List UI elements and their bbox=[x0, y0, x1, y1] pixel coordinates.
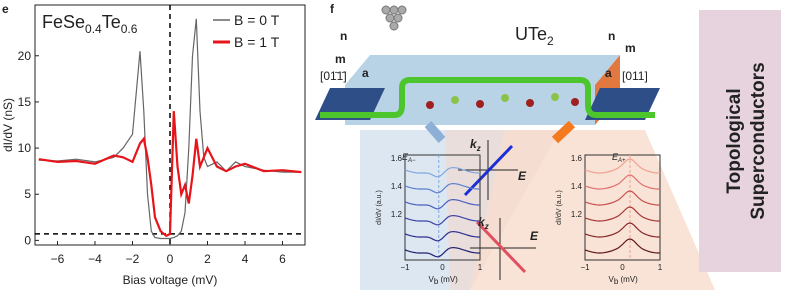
arrow bbox=[551, 120, 576, 144]
axis-a: a bbox=[605, 66, 612, 80]
title-part: 0.6 bbox=[121, 22, 138, 36]
sidebar-text: Topological Superconductors bbox=[724, 62, 769, 219]
inset-curve bbox=[404, 246, 480, 258]
inset-curve bbox=[404, 166, 480, 178]
inset-x-tick: 0 bbox=[440, 263, 445, 272]
inset-x-label-part: (mV) bbox=[438, 275, 458, 284]
series-line bbox=[38, 111, 302, 238]
panel-f: f UTe2 n m a [01̄1̄] n m a [011] EA− EA+… bbox=[315, 2, 715, 290]
inset-curve bbox=[584, 158, 660, 174]
title-part: FeSe bbox=[42, 12, 85, 32]
arrow bbox=[424, 121, 446, 143]
inset-y-tick: 1.4 bbox=[571, 182, 583, 191]
dispersion-top bbox=[458, 140, 518, 200]
stm-tip bbox=[381, 5, 407, 31]
sidebar-box bbox=[699, 10, 781, 272]
inset-x-label-part: (mV) bbox=[618, 275, 638, 284]
x-tick-label: −6 bbox=[51, 252, 65, 266]
y-tick-label: 20 bbox=[18, 49, 32, 63]
inset-x-label-part: V bbox=[429, 275, 435, 284]
inset-y-label: dI/dV (a.u.) bbox=[376, 190, 383, 225]
slab-front bbox=[345, 85, 595, 125]
y-tick-label: 15 bbox=[18, 95, 32, 109]
inset-y-tick: 1.4 bbox=[391, 182, 403, 191]
inset-frame bbox=[404, 154, 481, 261]
dispersion-bottom bbox=[470, 218, 536, 280]
inset-x-label-part: b bbox=[434, 277, 439, 286]
inset-y-tick: 1.2 bbox=[571, 210, 583, 219]
inset-y-tick: 1.6 bbox=[571, 154, 583, 163]
inset-curve bbox=[584, 238, 660, 254]
y-tick-label: 5 bbox=[24, 187, 31, 201]
y-axis-label: dI/dV (nS) bbox=[1, 98, 15, 152]
axis-a: a bbox=[362, 66, 369, 80]
inset-curve bbox=[584, 174, 660, 190]
dispersion-label: E bbox=[530, 229, 539, 243]
dispersion-label: kz bbox=[470, 137, 481, 153]
x-tick-label: 6 bbox=[279, 252, 286, 266]
axis-n: n bbox=[608, 29, 615, 43]
inset-curve bbox=[404, 198, 480, 210]
dispersion-label: E bbox=[518, 169, 527, 183]
inset-curve bbox=[404, 230, 480, 242]
inset-y-tick: 1.2 bbox=[391, 210, 403, 219]
y-tick-label: 10 bbox=[18, 141, 32, 155]
panel-label: f bbox=[330, 2, 335, 16]
inset-x-label-part: V bbox=[609, 275, 615, 284]
title-part: 0.4 bbox=[85, 22, 102, 36]
direction: [011] bbox=[622, 69, 648, 83]
energy-label: EA+ bbox=[612, 152, 626, 164]
material: UTe2 bbox=[515, 24, 554, 48]
direction: [01̄1̄] bbox=[320, 69, 347, 83]
x-tick-label: −2 bbox=[126, 252, 140, 266]
inset-y-label: dI/dV (a.u.) bbox=[556, 190, 563, 225]
inset-curve bbox=[404, 182, 480, 194]
x-tick-label: 4 bbox=[242, 252, 249, 266]
x-tick-label: 0 bbox=[167, 252, 174, 266]
axis-m: m bbox=[625, 41, 636, 55]
inset-curve bbox=[584, 190, 660, 206]
inset-x-tick: 1 bbox=[478, 263, 483, 272]
inset-curve bbox=[584, 222, 660, 238]
x-tick-label: 2 bbox=[204, 252, 211, 266]
legend-label: B = 1 T bbox=[234, 34, 280, 50]
y-tick-label: 0 bbox=[24, 233, 31, 247]
inset-x-tick: 1 bbox=[658, 263, 663, 272]
title-part: Te bbox=[102, 12, 121, 32]
inset-curve bbox=[404, 214, 480, 226]
edge-current bbox=[320, 77, 655, 118]
dispersion-label: kz bbox=[478, 215, 489, 231]
inset-curve bbox=[584, 206, 660, 222]
chart-title: FeSe0.4Te0.6 bbox=[42, 12, 138, 36]
inset-x-tick: −1 bbox=[400, 263, 410, 272]
panel-label: e bbox=[2, 2, 9, 16]
inset-x-label: Vb (mV) bbox=[609, 275, 639, 286]
axis-m: m bbox=[335, 52, 346, 66]
inset-x-tick: −1 bbox=[580, 263, 590, 272]
x-tick-label: −4 bbox=[88, 252, 102, 266]
inset-x-label-part: b bbox=[614, 277, 619, 286]
atoms bbox=[426, 93, 579, 109]
x-axis-label: Bias voltage (mV) bbox=[123, 273, 218, 287]
inset-x-tick: 0 bbox=[620, 263, 625, 272]
inset-x-label: Vb (mV) bbox=[429, 275, 459, 286]
legend-label: B = 0 T bbox=[234, 12, 280, 28]
axis-n: n bbox=[340, 29, 347, 43]
inset-y-tick: 1.6 bbox=[391, 154, 403, 163]
inset-frame bbox=[584, 154, 661, 261]
